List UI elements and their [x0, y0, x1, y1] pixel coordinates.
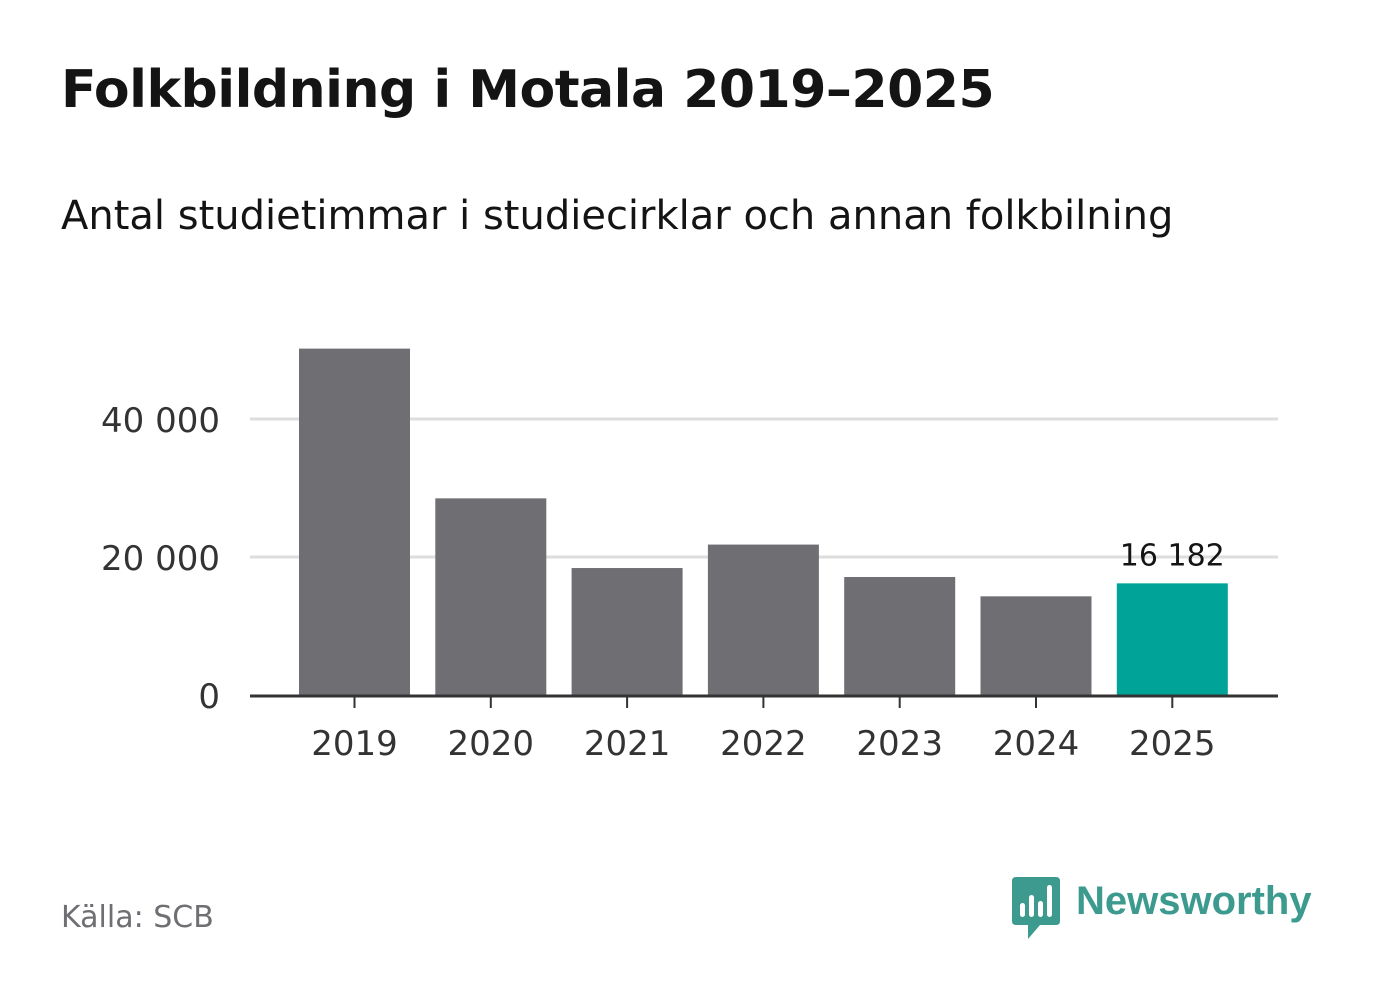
newsworthy-logo-icon: [1012, 877, 1060, 939]
x-tick-label: 2021: [584, 724, 671, 764]
bar-2025: [1116, 583, 1228, 695]
bars: [299, 348, 1228, 695]
bar-2020: [435, 498, 547, 695]
labels: 0 20 000 40 000 2019 2020 2021 2022 2023 2024 202…: [101, 401, 1225, 764]
x-tick-label: 2022: [720, 724, 807, 764]
y-tick-label: 0: [198, 677, 220, 717]
brand-name: Newsworthy: [1076, 879, 1312, 923]
axes: [250, 694, 1278, 708]
data-label: 16 182: [1120, 538, 1225, 573]
y-tick-label: 40 000: [101, 401, 220, 441]
bar-2024: [980, 596, 1092, 695]
x-tick-label: 2025: [1129, 724, 1216, 764]
bar-2019: [299, 348, 410, 695]
brand-logo: Newsworthy: [1010, 876, 1312, 942]
x-tick-label: 2019: [311, 724, 398, 764]
bar-2022: [707, 544, 819, 695]
source-note: Källa: SCB: [61, 900, 214, 935]
x-tick-label: 2024: [993, 724, 1080, 764]
x-tick-label: 2020: [448, 724, 535, 764]
y-tick-label: 20 000: [101, 539, 220, 579]
bar-2023: [844, 577, 956, 695]
x-tick-label: 2023: [856, 724, 943, 764]
bar-2021: [571, 568, 683, 695]
chart-subtitle: Antal studietimmar i studiecirklar och a…: [61, 193, 1174, 239]
chart-title: Folkbildning i Motala 2019–2025: [61, 60, 995, 120]
